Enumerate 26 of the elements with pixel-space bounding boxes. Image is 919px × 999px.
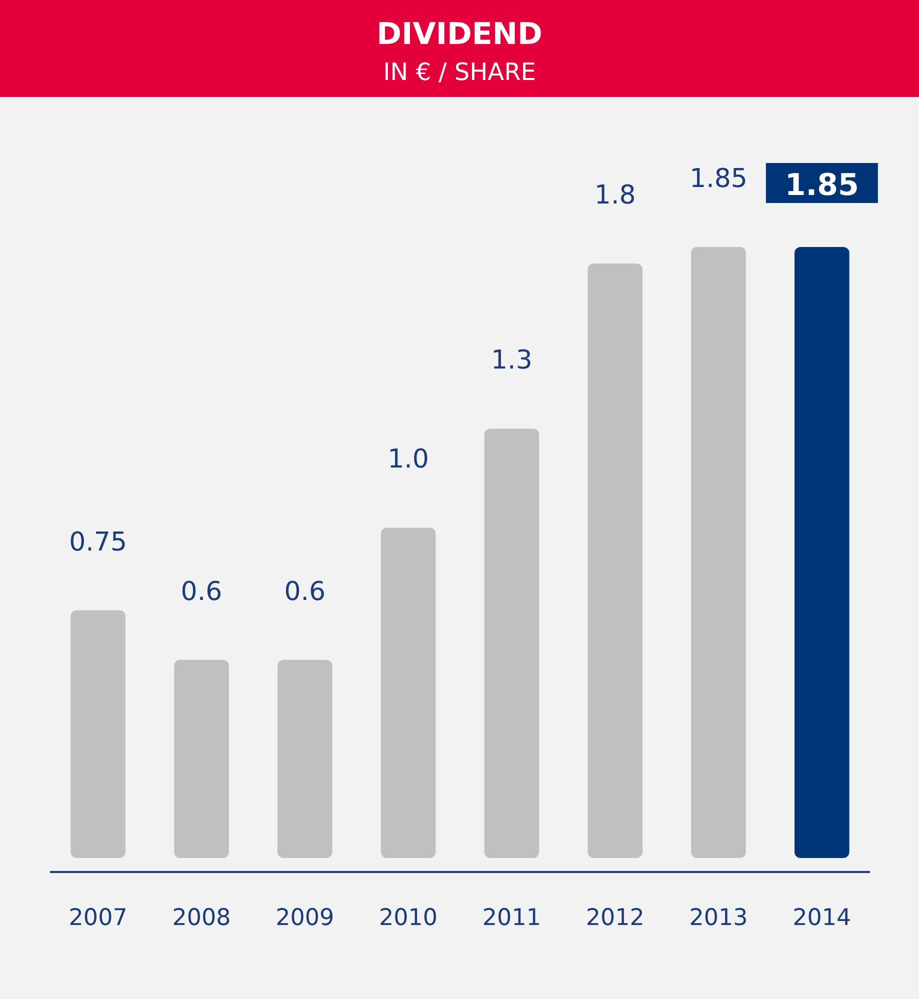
bar bbox=[277, 660, 332, 858]
data-label: 1.3 bbox=[491, 346, 532, 376]
x-tick-label: 2011 bbox=[482, 905, 541, 931]
bar bbox=[794, 247, 850, 858]
data-label: 1.85 bbox=[784, 168, 859, 203]
chart-subtitle: IN € / SHARE bbox=[383, 58, 536, 86]
x-tick-label: 2007 bbox=[68, 905, 128, 931]
data-label: 1.0 bbox=[388, 444, 429, 475]
bar bbox=[380, 528, 436, 858]
data-label: 0.75 bbox=[69, 527, 128, 558]
chart-title: DIVIDEND bbox=[376, 17, 542, 52]
bar bbox=[70, 610, 126, 858]
bar bbox=[588, 264, 643, 858]
data-label: 1.8 bbox=[594, 180, 636, 211]
x-tick-label: 2013 bbox=[689, 905, 748, 931]
x-tick-label: 2012 bbox=[586, 905, 644, 931]
data-label: 1.85 bbox=[690, 164, 748, 194]
x-tick-label: 2008 bbox=[172, 905, 231, 931]
bar bbox=[691, 247, 746, 858]
bar bbox=[484, 428, 540, 858]
x-tick-label: 2010 bbox=[379, 905, 438, 931]
x-tick-label: 2014 bbox=[792, 905, 852, 931]
bar bbox=[174, 660, 229, 858]
data-label: 0.6 bbox=[284, 576, 326, 607]
x-tick-label: 2009 bbox=[276, 905, 334, 931]
data-label: 0.6 bbox=[180, 576, 222, 607]
